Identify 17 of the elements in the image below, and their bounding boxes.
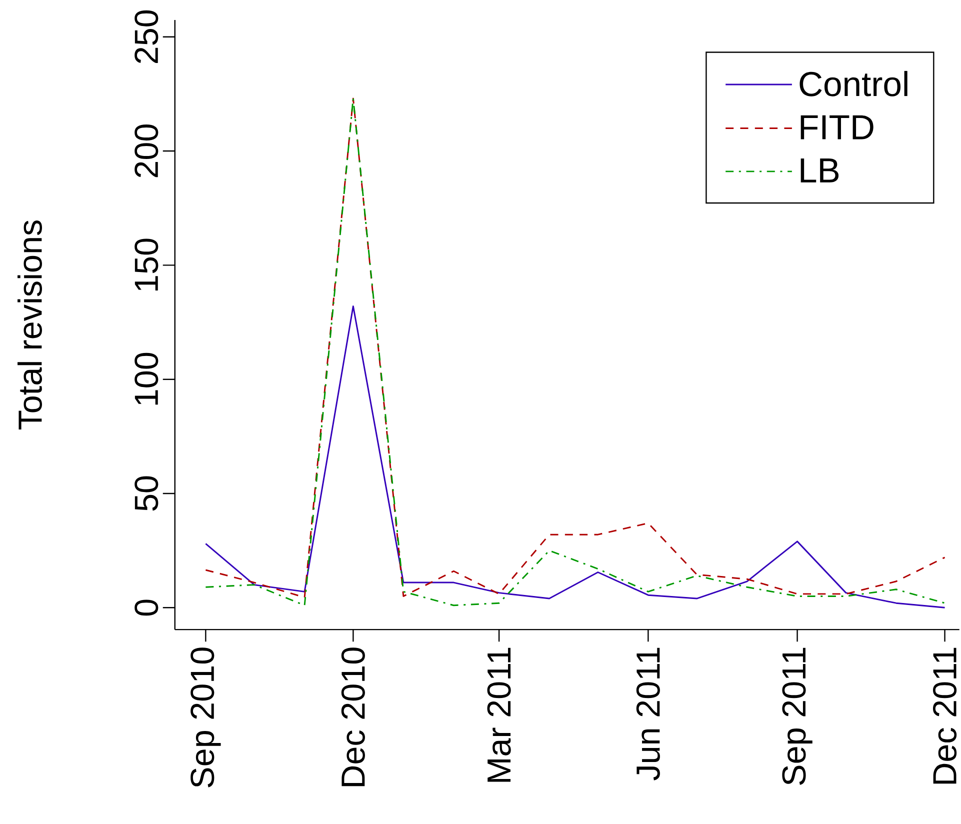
- x-tick-label: Dec 2011: [932, 648, 957, 784]
- y-axis-title: Total revisions: [18, 220, 42, 430]
- legend-label: FITD: [800, 115, 874, 139]
- y-tick-label: 0: [134, 599, 158, 616]
- y-tick-label: 100: [134, 352, 158, 404]
- y-tick-label: 50: [134, 476, 158, 510]
- legend-label: LB: [800, 158, 839, 182]
- y-tick-label: 150: [134, 238, 158, 290]
- y-tick-label: 250: [134, 10, 158, 63]
- x-tick-label: Sep 2011: [782, 648, 812, 785]
- y-tick-label: 200: [134, 124, 158, 177]
- legend-label: Control: [800, 70, 908, 96]
- line-series: [204, 305, 946, 608]
- x-tick-label: Sep 2010: [190, 647, 221, 788]
- x-tick-label: Mar 2011: [487, 648, 511, 782]
- x-tick-label: Jun 2011: [636, 648, 660, 780]
- x-tick-label: Dec 2010: [341, 647, 365, 786]
